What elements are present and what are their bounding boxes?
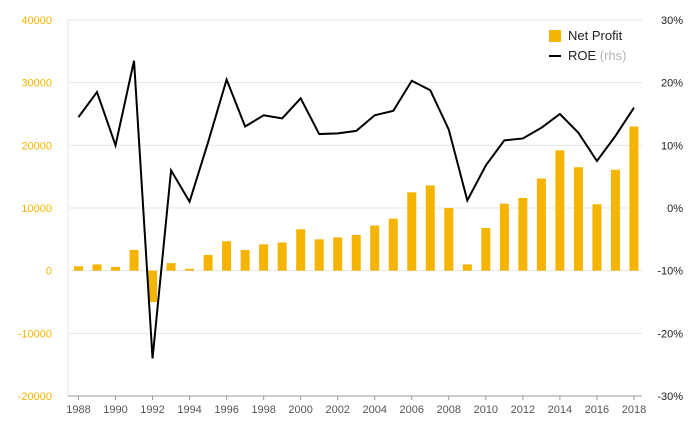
x-axis-tick-label: 2014	[548, 404, 572, 416]
x-axis-tick-label: 2004	[362, 404, 386, 416]
net-profit-bar	[240, 249, 250, 271]
left-axis-tick-label: 30000	[21, 78, 52, 90]
legend: Net Profit ROE (rhs)	[549, 28, 627, 63]
net-profit-bar	[592, 204, 602, 271]
net-profit-bar	[555, 150, 565, 271]
net-profit-bar	[407, 192, 417, 271]
net-profit-bar	[111, 266, 121, 271]
net-profit-bar	[185, 268, 195, 271]
roe-line-layer	[77, 60, 635, 359]
x-axis-tick-label: 1990	[103, 404, 127, 416]
left-axis-tick-label: 10000	[21, 203, 52, 215]
right-axis-tick-label: 10%	[661, 140, 683, 152]
net-profit-bar	[481, 228, 491, 271]
right-axis-tick-label: 20%	[661, 78, 683, 90]
net-profit-bar	[388, 218, 398, 271]
x-axis-tick-label: 2012	[511, 404, 535, 416]
net-profit-bar	[222, 241, 232, 271]
net-profit-bar	[425, 185, 435, 271]
x-axis-tick-label: 1994	[177, 404, 201, 416]
net-profit-bar	[610, 169, 620, 271]
net-profit-bar	[333, 237, 343, 271]
legend-net-profit-swatch	[549, 30, 561, 42]
legend-roe-label: ROE (rhs)	[568, 48, 627, 63]
x-axis-tick-label: 2008	[437, 404, 461, 416]
net-profit-bar	[499, 203, 509, 271]
net-profit-bar	[296, 229, 306, 271]
x-axis-tick-label: 1988	[66, 404, 90, 416]
x-axis-tick-label: 1996	[214, 404, 238, 416]
net-profit-bar	[629, 126, 639, 271]
left-axis-tick-label: 0	[46, 266, 52, 278]
left-axis-tick-label: -20000	[18, 391, 52, 403]
left-axis-tick-label: 40000	[21, 15, 52, 27]
x-axis-tick-label: 2016	[585, 404, 609, 416]
x-axis-tick-label: 1998	[251, 404, 275, 416]
net-profit-bars	[73, 126, 639, 302]
net-profit-bar	[536, 178, 546, 271]
net-profit-bar	[92, 264, 102, 271]
right-axis-tick-label: -10%	[657, 266, 683, 278]
net-profit-bar	[573, 167, 583, 271]
x-axis-tick-label: 2000	[288, 404, 312, 416]
net-profit-bar	[314, 239, 324, 271]
net-profit-bar	[518, 197, 528, 271]
x-axis-tick-label: 1992	[140, 404, 164, 416]
x-axis-tick-label: 2018	[622, 404, 646, 416]
right-axis-tick-label: -20%	[657, 328, 683, 340]
net-profit-bar	[73, 266, 83, 271]
net-profit-bar	[444, 208, 454, 271]
right-axis-tick-label: 30%	[661, 15, 683, 27]
net-profit-bar	[259, 244, 269, 271]
right-axis-tick-label: 0%	[667, 203, 683, 215]
net-profit-bar	[462, 264, 472, 271]
net-profit-bar	[129, 249, 139, 271]
x-axis-tick-label: 2010	[474, 404, 498, 416]
left-axis-tick-label: 20000	[21, 140, 52, 152]
left-axis-tick-label: -10000	[18, 328, 52, 340]
axes: 40000 30000 20000 10000 0 -10000 -20000 30% 20% 1…	[18, 15, 683, 416]
net-profit-bar	[351, 234, 361, 271]
net-profit-bar	[277, 242, 287, 271]
x-axis-tick-label: 2002	[325, 404, 349, 416]
x-axis-tick-label: 2006	[400, 404, 424, 416]
legend-net-profit-label: Net Profit	[568, 28, 623, 43]
legend-roe-name: ROE	[568, 48, 597, 63]
legend-roe-suffix: (rhs)	[600, 48, 627, 63]
net-profit-bar	[203, 255, 213, 271]
net-profit-bar	[370, 225, 380, 271]
right-axis-tick-label: -30%	[657, 391, 683, 403]
net-profit-bar	[148, 270, 158, 302]
net-profit-bar	[166, 263, 176, 271]
roe-line	[77, 60, 635, 359]
